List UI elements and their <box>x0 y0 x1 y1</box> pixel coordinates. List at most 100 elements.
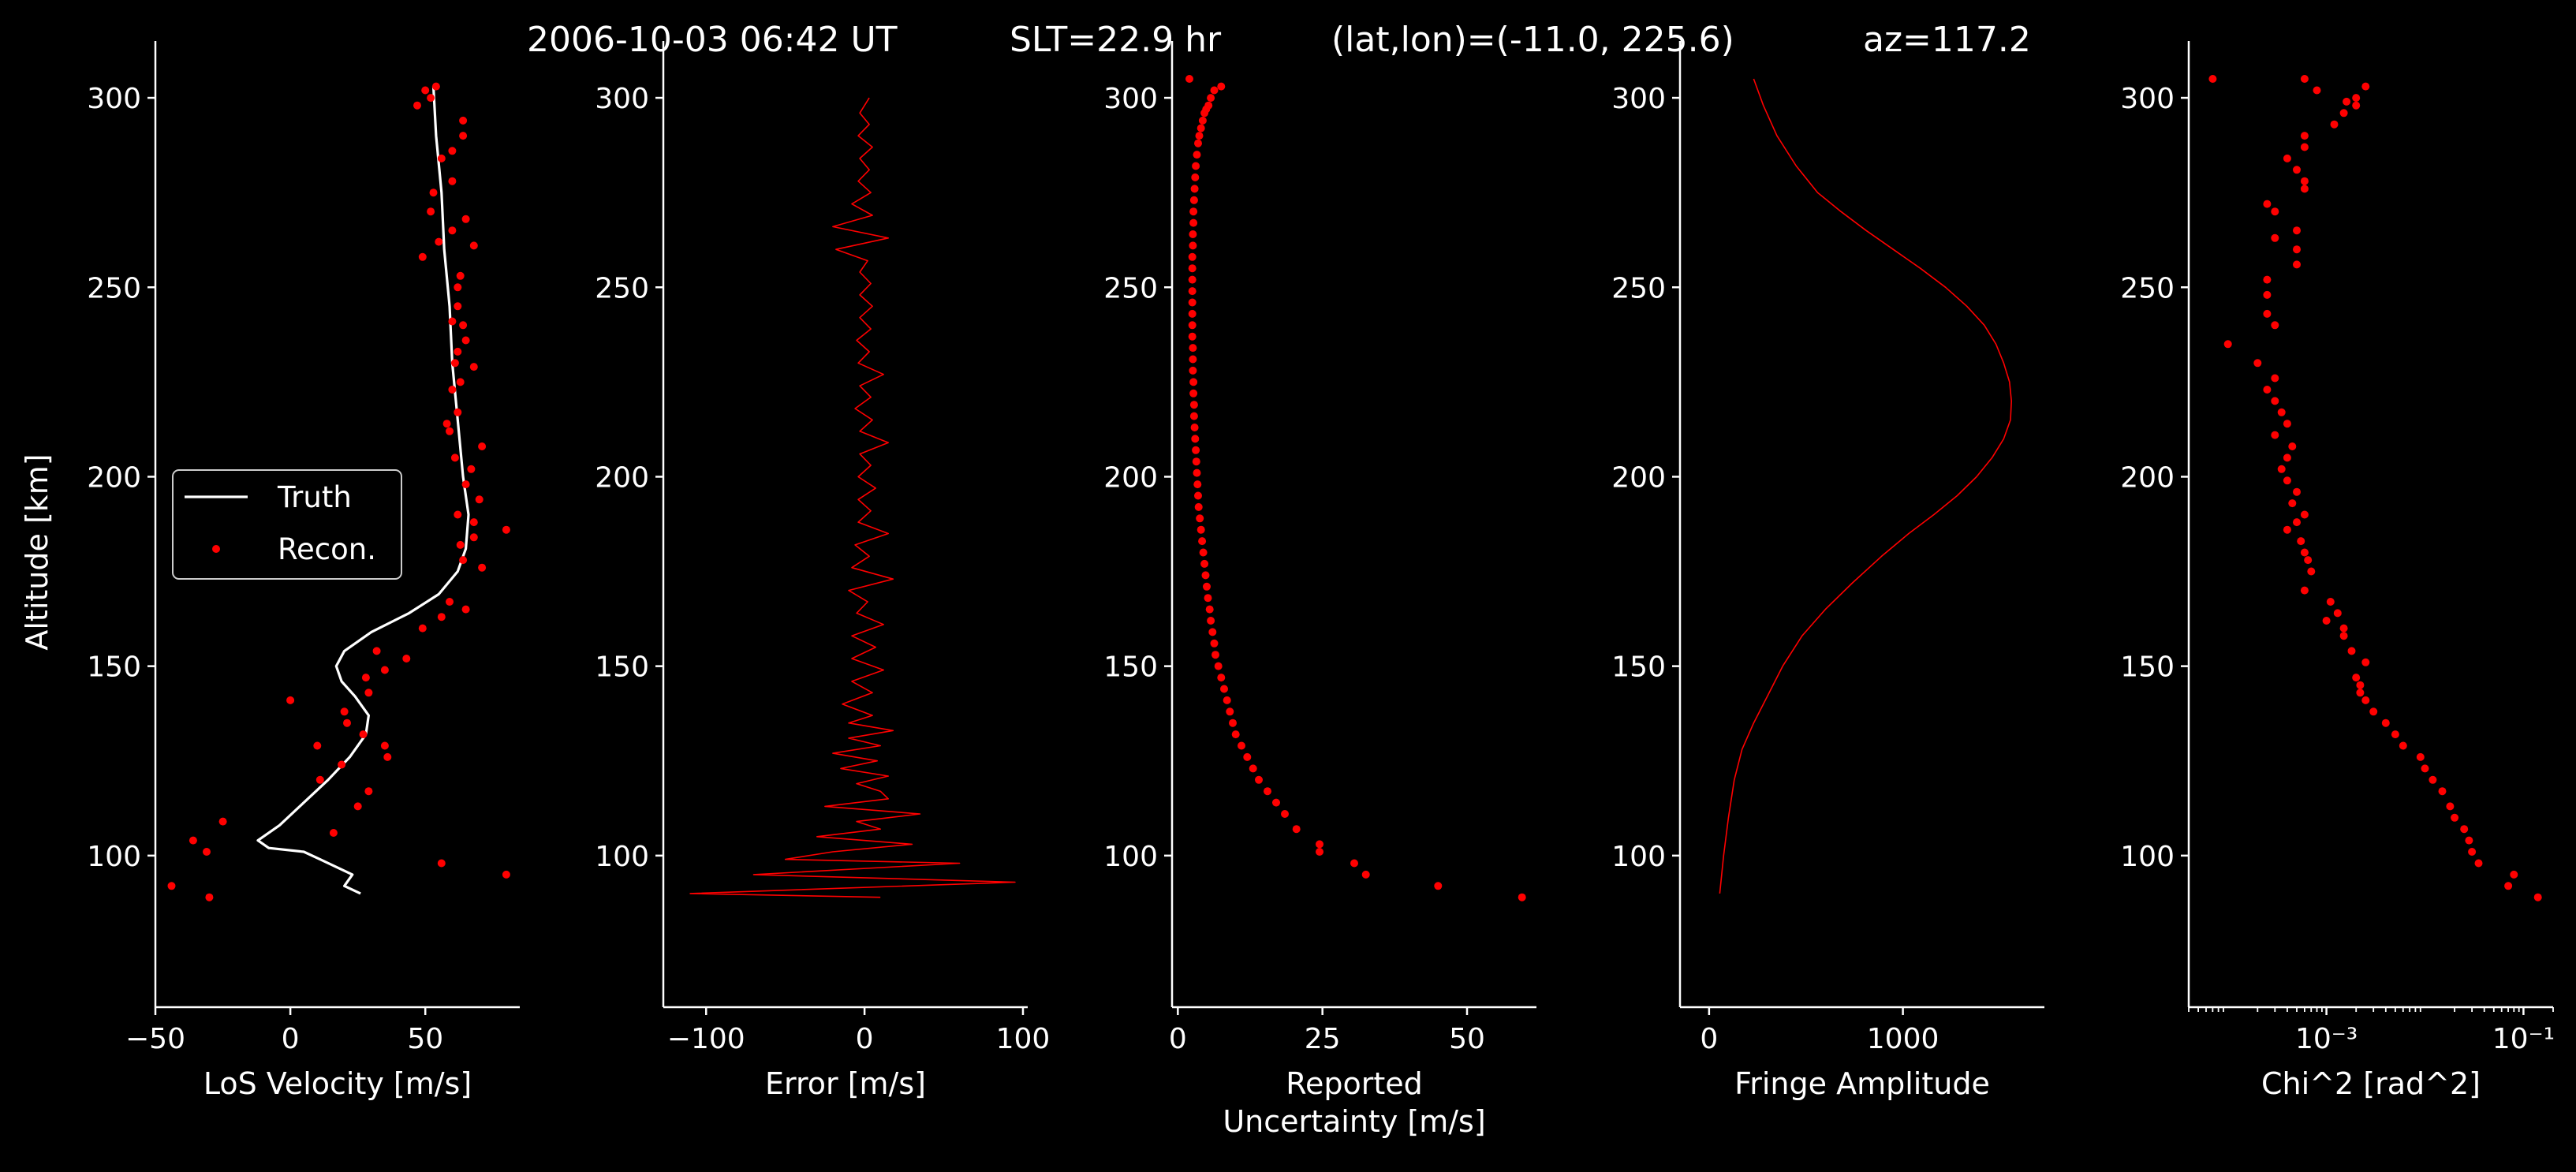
chi2-data-point <box>2223 340 2232 349</box>
uncertainty-data-point <box>1189 196 1198 204</box>
uncertainty-data-point <box>1434 882 1443 890</box>
chi2-data-point <box>2283 525 2291 534</box>
uncertainty-data-point <box>1198 537 1207 546</box>
uncertainty-data-point <box>1195 132 1204 140</box>
uncertainty-data-point <box>1217 82 1226 91</box>
velocity-data-point <box>437 859 446 868</box>
fringe-ytick-label: 300 <box>1611 83 1666 115</box>
uncertainty-data-point <box>1264 787 1271 796</box>
velocity-data-point <box>446 598 454 606</box>
chi2-data-point <box>2352 674 2361 682</box>
velocity-data-point <box>448 226 457 235</box>
chi2-data-point <box>2313 86 2321 95</box>
chi2-data-point <box>2352 101 2361 110</box>
chi2-data-point <box>2277 465 2286 473</box>
velocity-data-point <box>427 207 435 216</box>
chi2-data-point <box>2333 609 2342 618</box>
fringe-xtick-label: 0 <box>1700 1023 1718 1055</box>
fringe-xtick-label: 1000 <box>1867 1023 1939 1055</box>
title-az: az=117.2 <box>1863 20 2031 60</box>
velocity-data-point <box>421 86 430 95</box>
velocity-ytick-label: 200 <box>87 461 141 494</box>
velocity-xtick-label: 0 <box>282 1023 300 1055</box>
chi2-data-point <box>2263 275 2272 284</box>
uncertainty-data-point <box>1189 241 1197 250</box>
chi2-data-point <box>2381 719 2390 727</box>
uncertainty-data-point <box>1350 859 1358 868</box>
chi2-data-point <box>2391 730 2399 739</box>
velocity-data-point <box>380 741 389 750</box>
velocity-data-point <box>427 94 435 103</box>
uncertainty-data-point <box>1196 514 1204 523</box>
velocity-data-point <box>361 674 370 682</box>
chi2-data-point <box>2300 75 2309 83</box>
chi2-data-point <box>2339 632 2348 640</box>
uncertainty-data-point <box>1199 548 1208 557</box>
fringe-ytick-label: 250 <box>1611 272 1666 304</box>
chi2-data-point <box>2263 200 2272 208</box>
uncertainty-data-point <box>1238 741 1245 750</box>
velocity-data-point <box>502 870 510 879</box>
velocity-data-point <box>454 408 462 416</box>
chi2-data-point <box>2326 598 2335 606</box>
chi2-data-point <box>2361 696 2370 704</box>
chi2-data-point <box>2300 132 2309 140</box>
velocity-data-point <box>448 317 457 326</box>
uncertainty-data-point <box>1281 810 1289 818</box>
chi2-data-point <box>2356 681 2365 689</box>
uncertainty-ytick-label: 150 <box>1103 651 1158 684</box>
chi2-ytick-label: 300 <box>2120 83 2175 115</box>
chi2-ytick-label: 100 <box>2120 841 2175 873</box>
velocity-data-point <box>469 363 478 371</box>
uncertainty-data-point <box>1207 94 1215 103</box>
velocity-data-point <box>456 378 465 386</box>
uncertainty-data-point <box>1243 752 1252 761</box>
ylabel-altitude: Altitude [km] <box>20 453 54 650</box>
chi2-xtick-label: 10⁻³ <box>2295 1023 2358 1055</box>
velocity-data-point <box>459 556 468 565</box>
uncertainty-data-point <box>1518 893 1526 901</box>
velocity-data-point <box>353 802 362 811</box>
uncertainty-data-point <box>1189 401 1198 409</box>
chi2-data-point <box>2253 359 2262 368</box>
chi2-data-point <box>2263 386 2272 394</box>
uncertainty-data-point <box>1226 707 1234 716</box>
velocity-data-point <box>456 540 465 549</box>
uncertainty-data-point <box>1188 252 1197 261</box>
velocity-data-point <box>454 510 462 519</box>
error-ytick-label: 150 <box>595 651 649 684</box>
chi2-data-point <box>2421 764 2429 773</box>
uncertainty-data-point <box>1192 446 1200 454</box>
error-profile-line <box>689 97 1016 898</box>
velocity-data-point <box>343 719 351 727</box>
error-xlabel: Error [m/s] <box>765 1066 926 1101</box>
fringe-profile-line <box>1719 78 2012 894</box>
velocity-data-point <box>167 882 176 890</box>
chi2-data-point <box>2416 752 2425 761</box>
uncertainty-xtick-label: 50 <box>1449 1023 1485 1055</box>
velocity-data-point <box>442 420 451 428</box>
uncertainty-data-point <box>1189 389 1198 398</box>
velocity-data-point <box>448 386 457 394</box>
velocity-xlabel: LoS Velocity [m/s] <box>203 1066 472 1101</box>
figure-title: 2006-10-03 06:42 UT SLT=22.9 hr (lat,lon… <box>527 20 2031 60</box>
velocity-data-point <box>418 252 427 261</box>
uncertainty-ytick-label: 100 <box>1103 841 1158 873</box>
velocity-data-point <box>456 271 465 280</box>
uncertainty-data-point <box>1200 559 1209 568</box>
uncertainty-data-point <box>1214 662 1223 670</box>
chi2-data-point <box>2293 245 2301 254</box>
chi2-data-point <box>2283 154 2291 162</box>
uncertainty-data-point <box>1188 298 1197 307</box>
velocity-data-point <box>437 154 446 162</box>
chi2-data-point <box>2271 233 2279 242</box>
velocity-data-point <box>478 563 487 572</box>
uncertainty-data-point <box>1255 775 1263 784</box>
uncertainty-data-point <box>1192 162 1200 170</box>
uncertainty-data-point <box>1188 309 1197 318</box>
uncertainty-data-point <box>1189 218 1198 227</box>
velocity-xtick-label: −50 <box>125 1023 185 1055</box>
uncertainty-data-point <box>1192 457 1200 466</box>
